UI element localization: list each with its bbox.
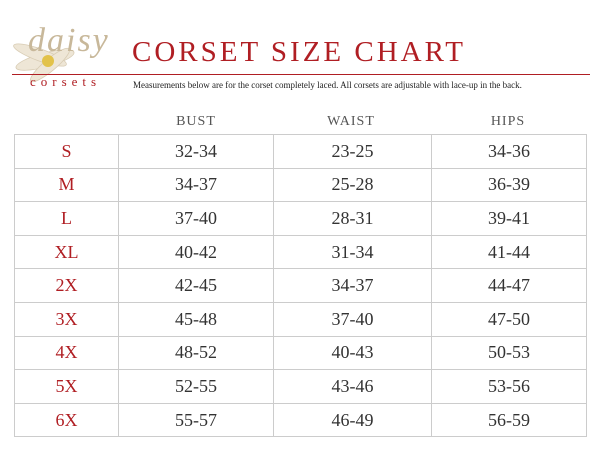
measurement: 37-40 xyxy=(118,201,274,236)
table-row: L 37-40 28-31 39-41 xyxy=(14,201,587,236)
size-label: 3X xyxy=(14,301,119,337)
measurement: 45-48 xyxy=(118,301,274,337)
measurement: 53-56 xyxy=(431,369,587,404)
size-label: 5X xyxy=(14,369,119,404)
size-label: 4X xyxy=(14,335,119,371)
measurement: 40-42 xyxy=(118,234,274,270)
measurement: 31-34 xyxy=(273,234,432,270)
measurement: 25-28 xyxy=(273,167,432,203)
table-row: XL 40-42 31-34 41-44 xyxy=(14,234,587,270)
size-label: S xyxy=(14,134,119,169)
size-label: L xyxy=(14,201,119,236)
measurement: 23-25 xyxy=(273,134,432,169)
measurement: 43-46 xyxy=(273,369,432,404)
column-header: HIPS xyxy=(490,114,526,129)
table-row: 2X 42-45 34-37 44-47 xyxy=(14,268,587,303)
measurement: 37-40 xyxy=(273,301,432,337)
measurement: 34-37 xyxy=(118,167,274,203)
measurement: 50-53 xyxy=(431,335,587,371)
table-row: 4X 48-52 40-43 50-53 xyxy=(14,335,587,371)
table-row: 6X 55-57 46-49 56-59 xyxy=(14,402,587,438)
measurement: 36-39 xyxy=(431,167,587,203)
measurement: 56-59 xyxy=(431,402,587,438)
table-row: M 34-37 25-28 36-39 xyxy=(14,167,587,203)
table-row: S 32-34 23-25 34-36 xyxy=(14,134,587,169)
logo-flower xyxy=(13,43,75,83)
measurement: 44-47 xyxy=(431,268,587,303)
table-row: 5X 52-55 43-46 53-56 xyxy=(14,369,587,404)
measurement: 48-52 xyxy=(118,335,274,371)
measurement: 34-36 xyxy=(431,134,587,169)
subtitle: Measurements below are for the corset co… xyxy=(133,80,522,90)
measurement: 55-57 xyxy=(118,402,274,438)
measurement: 42-45 xyxy=(118,268,274,303)
size-label: XL xyxy=(14,234,119,270)
measurement: 47-50 xyxy=(431,301,587,337)
size-table: S 32-34 23-25 34-36 M 34-37 25-28 36-39 L 37-40 28… xyxy=(14,134,587,438)
divider xyxy=(12,74,590,75)
table-row: 3X 45-48 37-40 47-50 xyxy=(14,301,587,337)
logo-subtitle: corsets xyxy=(30,74,102,89)
size-label: M xyxy=(14,167,119,203)
measurement: 39-41 xyxy=(431,201,587,236)
measurement: 32-34 xyxy=(118,134,274,169)
measurement: 41-44 xyxy=(431,234,587,270)
title: CORSET SIZE CHART xyxy=(132,36,466,68)
measurement: 28-31 xyxy=(273,201,432,236)
size-label: 2X xyxy=(14,268,119,303)
measurement: 34-37 xyxy=(273,268,432,303)
size-label: 6X xyxy=(14,402,119,438)
column-header: WAIST xyxy=(327,114,375,129)
measurement: 52-55 xyxy=(118,369,274,404)
measurement: 40-43 xyxy=(273,335,432,371)
measurement: 46-49 xyxy=(273,402,432,438)
logo-name: daisy xyxy=(28,22,110,59)
column-header: BUST xyxy=(176,114,216,129)
